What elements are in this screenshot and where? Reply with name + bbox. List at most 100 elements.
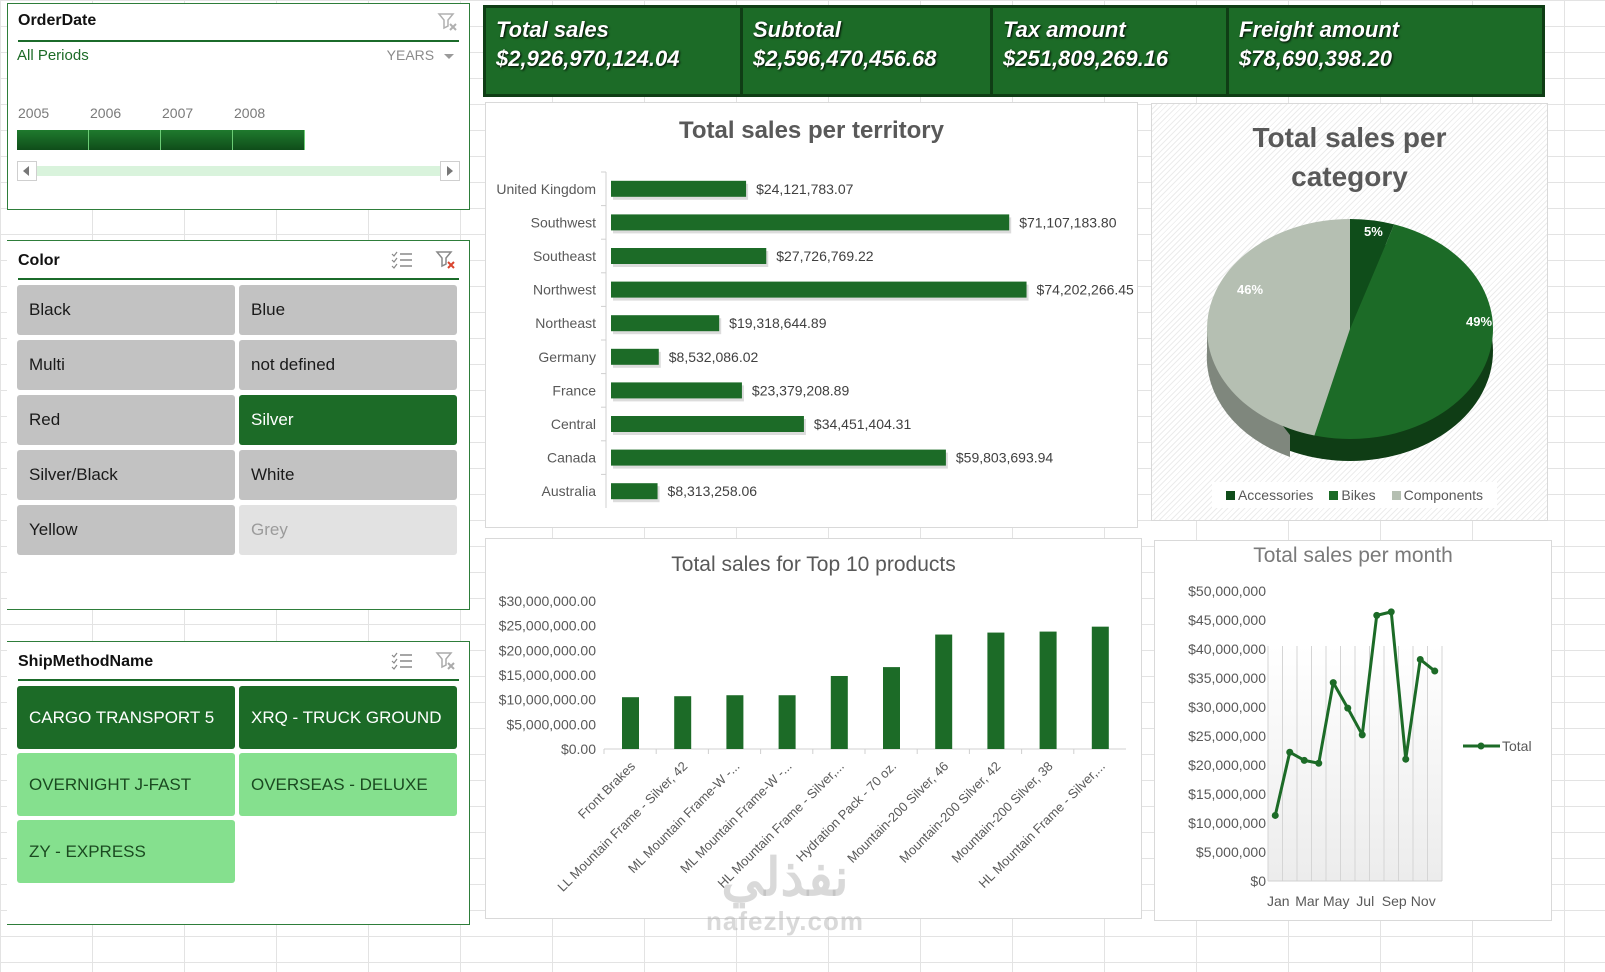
chart-title: Total sales per month: [1253, 544, 1453, 567]
legend-item-components: Components: [1391, 487, 1484, 503]
pie-slice: [1207, 219, 1350, 436]
order-date-timeline: OrderDate All Periods YEARS 2005 2006 2007…: [7, 3, 470, 210]
data-label: $71,107,183.80: [1019, 214, 1117, 230]
x-tick-label: Sep: [1382, 893, 1407, 909]
slicer-item[interactable]: ZY - EXPRESS: [17, 820, 235, 883]
time-level-dropdown[interactable]: YEARS: [387, 47, 454, 63]
kpi-value: $78,690,398.20: [1239, 46, 1392, 71]
chart-title: Total sales for Top 10 products: [671, 553, 956, 576]
year-block[interactable]: [17, 130, 89, 150]
x-tick-label: Jul: [1356, 893, 1374, 909]
slicer-item[interactable]: Black: [17, 285, 235, 335]
slicer-item-label: Grey: [251, 520, 288, 539]
legend-swatch: [1329, 491, 1339, 500]
timeline-header: OrderDate: [18, 4, 459, 42]
bar: [883, 667, 900, 749]
y-tick-label: $0.00: [561, 741, 596, 757]
bar: [611, 416, 804, 432]
bar: [726, 695, 744, 749]
x-tick-label: Mountain-200 Silver, 46: [844, 759, 951, 866]
slicer-item-label: XRQ - TRUCK GROUND: [251, 707, 442, 727]
legend-label: Components: [1403, 487, 1484, 503]
category-pie-chart: 5% 49% 46%: [1206, 219, 1493, 461]
monthly-chart[interactable]: Total sales per month $0 $5,000,000 $10,00…: [1154, 540, 1552, 921]
y-tick-label: United Kingdom: [496, 181, 596, 197]
year-block[interactable]: [89, 130, 161, 150]
y-tick-label: $25,000,000.00: [499, 618, 597, 634]
scroll-track[interactable]: [37, 166, 440, 176]
y-tick-label: $10,000,000.00: [499, 692, 597, 708]
ship-slicer-title: ShipMethodName: [18, 653, 154, 670]
x-tick-label: Nov: [1411, 893, 1436, 909]
kpi-label: Freight amount: [1239, 17, 1400, 42]
data-point: [1387, 608, 1395, 616]
slicer-item[interactable]: Blue: [239, 285, 457, 335]
slicer-item[interactable]: White: [239, 450, 457, 500]
y-tick-label: $35,000,000: [1188, 670, 1266, 686]
kpi-tax-amount: Tax amount $251,809,269.16: [993, 8, 1229, 94]
slicer-item[interactable]: not defined: [239, 340, 457, 390]
y-tick-label: $0: [1250, 873, 1266, 889]
year-label: 2006: [90, 105, 122, 121]
clear-filter-icon[interactable]: [435, 250, 457, 270]
y-tick-label: $50,000,000: [1188, 583, 1266, 599]
year-block[interactable]: [161, 130, 233, 150]
x-tick-label: Mar: [1295, 893, 1319, 909]
slicer-item[interactable]: XRQ - TRUCK GROUND: [239, 686, 457, 749]
scroll-left-button[interactable]: [17, 161, 37, 181]
scroll-right-button[interactable]: [440, 161, 460, 181]
y-tick-label: Canada: [547, 450, 596, 466]
time-level-label: YEARS: [386, 47, 435, 63]
multi-select-icon[interactable]: [391, 250, 413, 270]
year-block[interactable]: [233, 130, 305, 150]
arrow-right-icon: [447, 166, 453, 176]
y-tick-label: $5,000,000.00: [506, 716, 596, 732]
bar: [778, 695, 796, 749]
bar: [611, 281, 1027, 298]
data-label: $34,451,404.31: [814, 416, 912, 432]
multi-select-icon[interactable]: [391, 651, 413, 671]
y-tick-label: Southeast: [533, 248, 596, 264]
territory-chart[interactable]: Total sales per territory United Kingdom…: [485, 102, 1138, 528]
slicer-item[interactable]: OVERNIGHT J-FAST: [17, 753, 235, 816]
y-tick-label: Northeast: [535, 315, 596, 331]
year-label: 2008: [234, 105, 266, 121]
slicer-item[interactable]: Red: [17, 395, 235, 445]
kpi-value: $2,926,970,124.04: [496, 46, 680, 71]
slicer-item[interactable]: Silver/Black: [17, 450, 235, 500]
slicer-item[interactable]: Silver: [239, 395, 457, 445]
legend-marker: [1477, 742, 1485, 750]
legend-label: Bikes: [1341, 487, 1376, 503]
slicer-item[interactable]: Multi: [17, 340, 235, 390]
slicer-item[interactable]: CARGO TRANSPORT 5: [17, 686, 235, 749]
data-label: $59,803,693.94: [956, 450, 1054, 466]
data-label: $8,313,258.06: [668, 483, 758, 499]
clear-filter-icon[interactable]: [435, 651, 457, 671]
y-tick-label: $30,000,000: [1188, 699, 1266, 715]
y-tick-label: $40,000,000: [1188, 641, 1266, 657]
slicer-item-label: Black: [29, 300, 71, 319]
legend-item-accessories: Accessories: [1225, 487, 1313, 503]
y-tick-label: $15,000,000: [1188, 786, 1266, 802]
data-point: [1431, 667, 1439, 675]
chart-title: Total sales per territory: [679, 117, 944, 144]
y-tick-label: $45,000,000: [1188, 612, 1266, 628]
slicer-item-label: ZY - EXPRESS: [29, 841, 146, 861]
y-tick-label: Southwest: [531, 214, 596, 230]
bar: [935, 634, 953, 749]
data-label: $24,121,783.07: [756, 181, 854, 197]
pie-slice: [1314, 224, 1493, 439]
slicer-item[interactable]: Yellow: [17, 505, 235, 555]
slicer-item[interactable]: OVERSEAS - DELUXE: [239, 753, 457, 816]
timeline-scrollbar[interactable]: [17, 161, 460, 181]
slicer-item[interactable]: Grey: [239, 505, 457, 555]
data-point: [1416, 655, 1424, 663]
territory-bar-chart: United Kingdom $24,121,783.07 Southwest $71…: [496, 171, 1134, 508]
kpi-subtotal: Subtotal $2,596,470,456.68: [743, 8, 993, 94]
color-slicer-title: Color: [18, 252, 60, 269]
top-products-chart[interactable]: Total sales for Top 10 products $0.00 $5,…: [485, 538, 1142, 919]
y-tick-label: $25,000,000: [1188, 728, 1266, 744]
clear-filter-icon[interactable]: [437, 12, 459, 32]
x-tick-label: Jan: [1267, 893, 1290, 909]
category-chart[interactable]: Total sales per category 5% 49% 46% Access…: [1151, 103, 1548, 521]
